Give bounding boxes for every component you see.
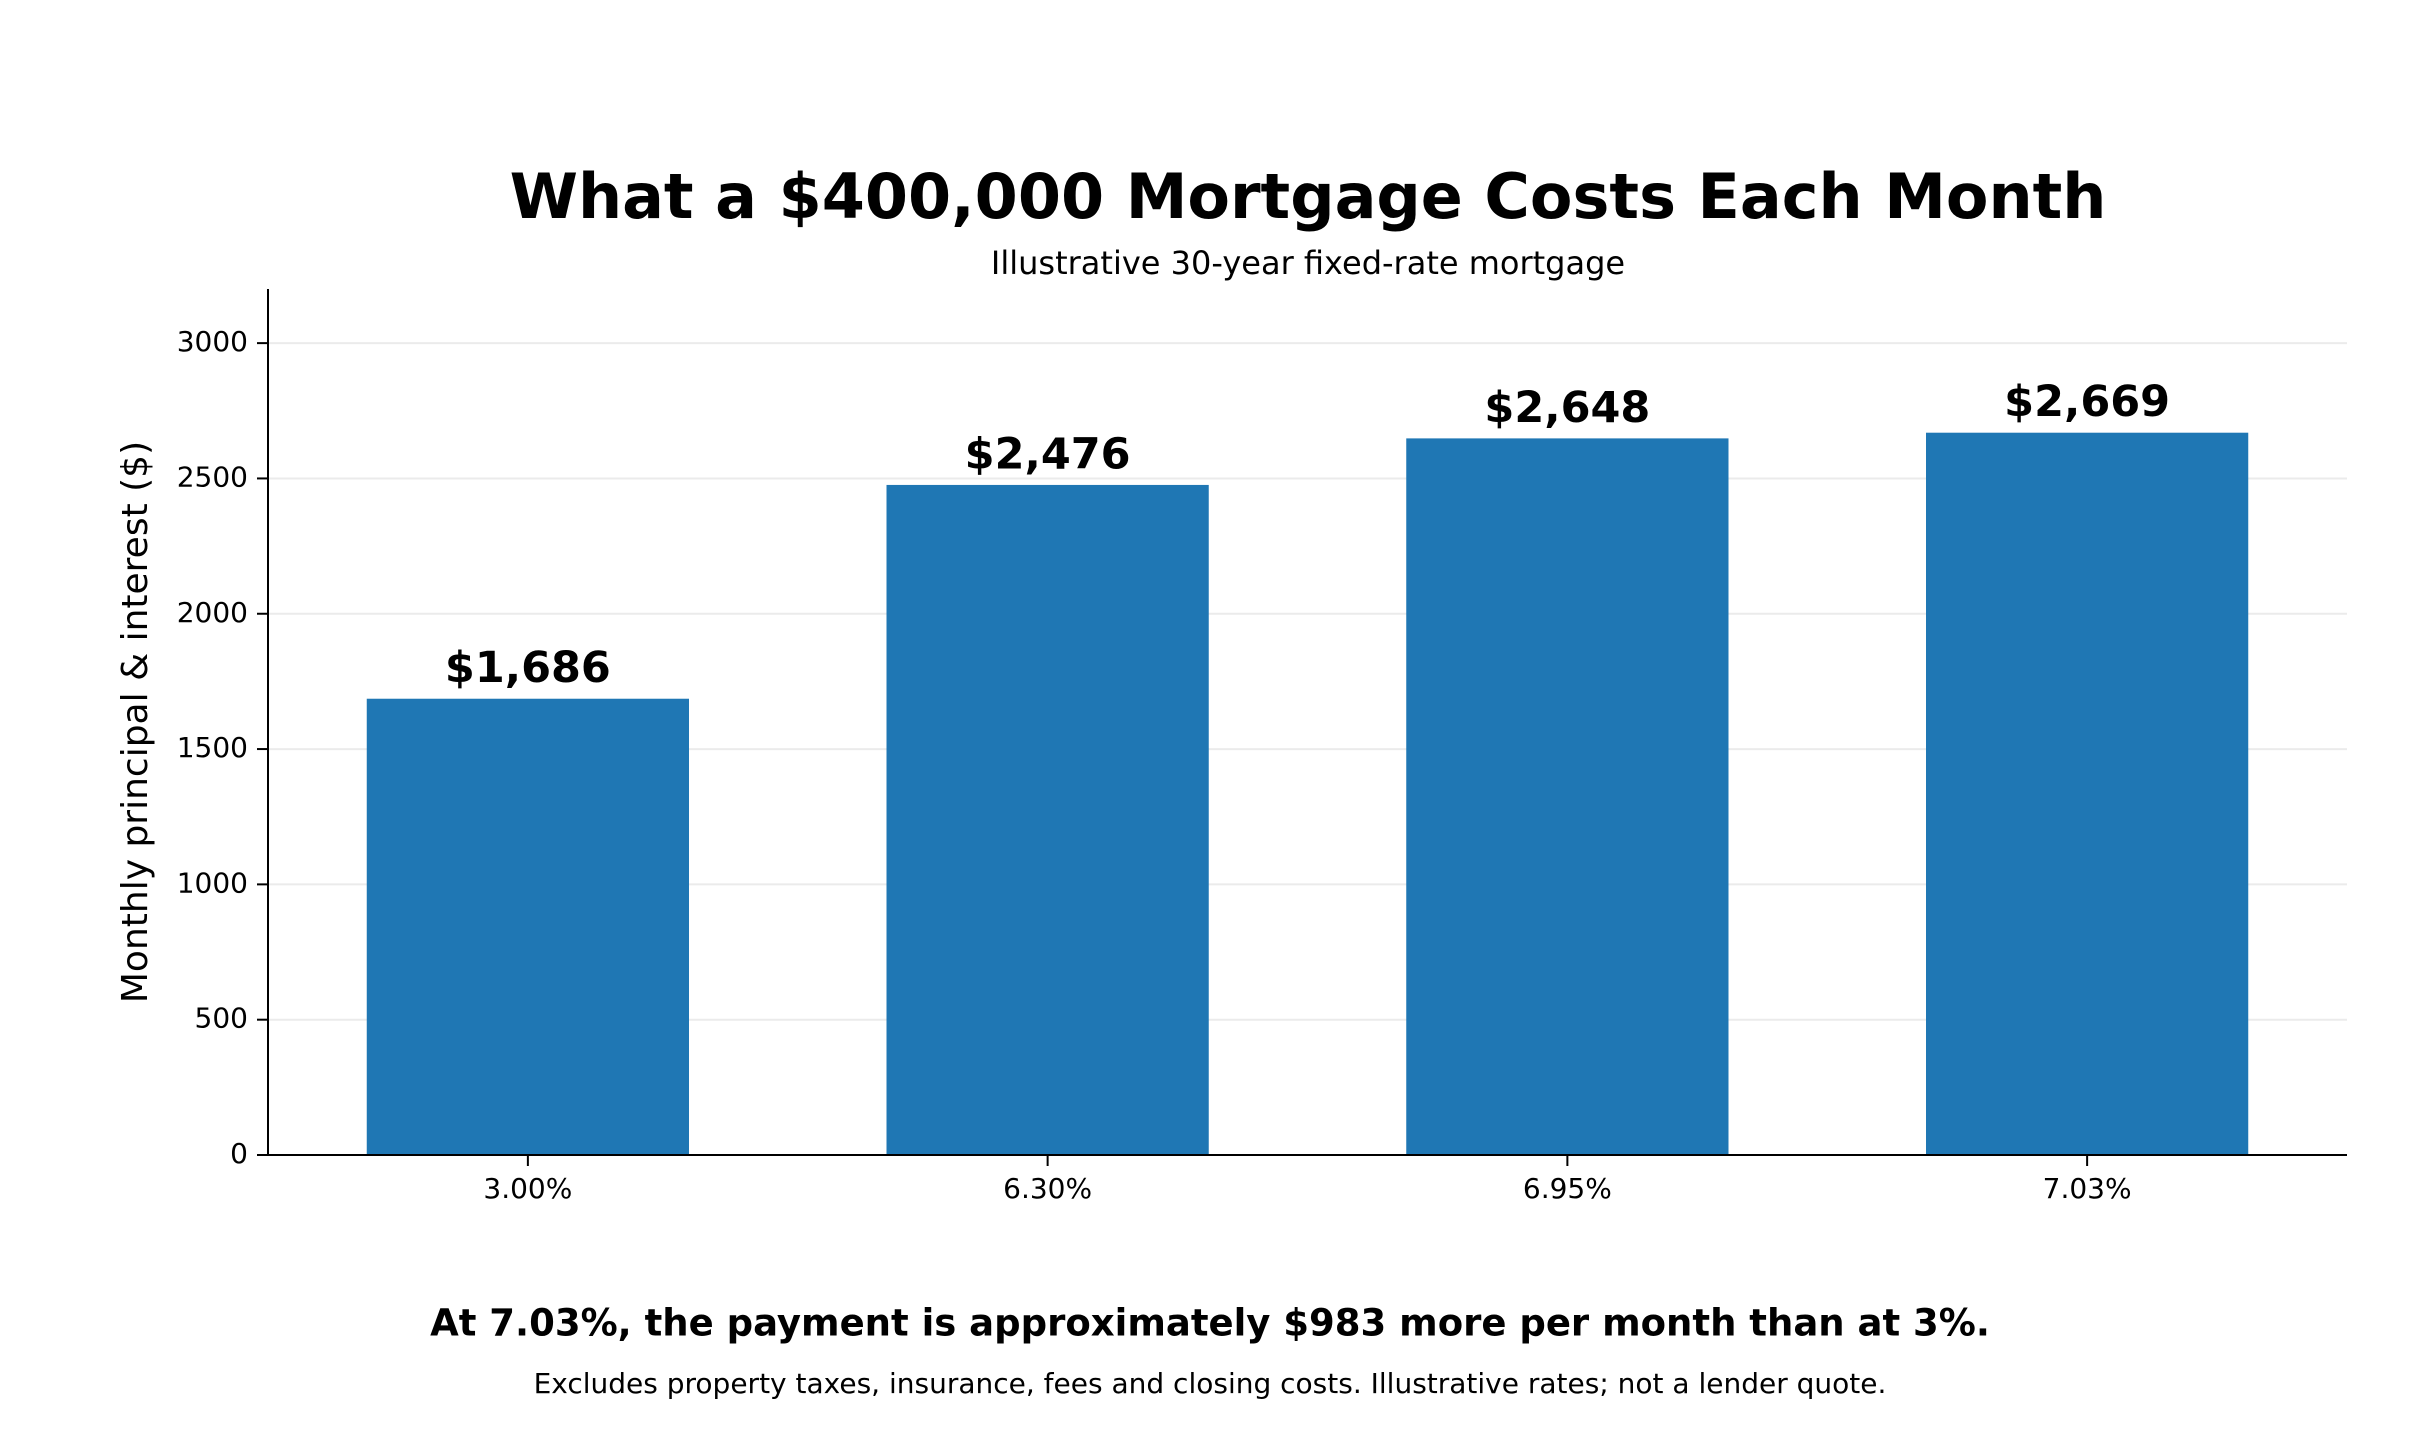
footnote: Excludes property taxes, insurance, fees… [534,1367,1887,1400]
value-label: $1,686 [445,643,611,693]
x-tick-label: 6.30% [1003,1172,1092,1205]
y-tick-label: 1500 [177,731,248,764]
x-tick-label: 7.03% [2043,1172,2132,1205]
y-tick-label: 500 [195,1002,248,1035]
y-tick-label: 1000 [177,866,248,899]
bar [1406,438,1729,1155]
bar [886,484,1209,1155]
y-tick-label: 3000 [177,325,248,358]
y-tick-label: 2500 [177,460,248,493]
y-tick-label: 0 [230,1137,248,1170]
bar [366,698,689,1155]
value-label: $2,669 [2004,377,2170,427]
bar [1926,432,2249,1155]
annotation: At 7.03%, the payment is approximately $… [430,1302,1990,1345]
value-label: $2,476 [965,429,1131,479]
value-label: $2,648 [1484,383,1650,433]
x-tick-label: 6.95% [1523,1172,1612,1205]
y-tick-label: 2000 [177,596,248,629]
chart-subtitle: Illustrative 30-year fixed-rate mortgage [991,244,1625,282]
x-tick-label: 3.00% [483,1172,572,1205]
chart-title: What a $400,000 Mortgage Costs Each Mont… [510,160,2107,233]
y-axis-label: Monthly principal & interest ($) [115,441,156,1003]
